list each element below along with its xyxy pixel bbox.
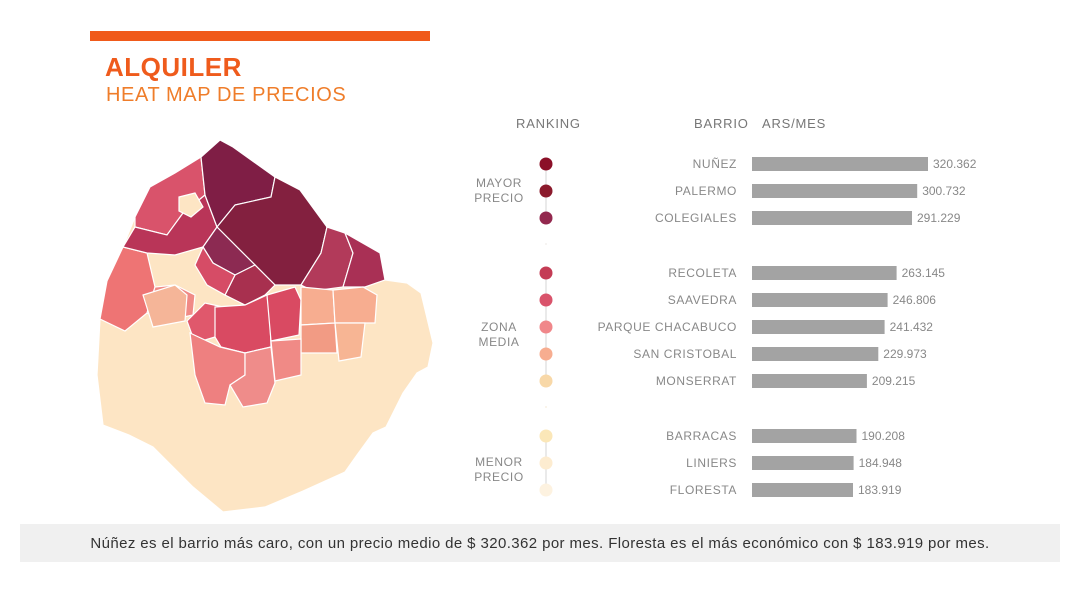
bar-value-label: 241.432 <box>890 320 934 334</box>
bar-category-label: PALERMO <box>675 184 737 198</box>
bar <box>752 320 885 334</box>
bar <box>752 266 897 280</box>
accent-bar <box>90 31 430 41</box>
bar <box>752 374 867 388</box>
bar-value-label: 183.919 <box>858 483 902 497</box>
group-label-high: MAYOR PRECIO <box>474 176 524 205</box>
heat-map <box>96 139 434 513</box>
bar-category-label: BARRACAS <box>666 429 737 443</box>
rank-spacer-0 <box>545 243 547 245</box>
bar-value-label: 184.948 <box>859 456 903 470</box>
column-unit: ARS/MES <box>762 116 827 131</box>
bar <box>752 184 918 198</box>
rank-dot <box>539 456 553 470</box>
summary-text: Núñez es el barrio más caro, con un prec… <box>90 534 990 552</box>
rank-dot <box>539 293 553 307</box>
bar <box>752 347 879 361</box>
bar-category-label: SAAVEDRA <box>668 293 737 307</box>
bar-category-label: LINIERS <box>686 456 737 470</box>
group-label-low: MENOR PRECIO <box>474 455 524 484</box>
rank-dot <box>539 320 553 334</box>
rank-dot <box>539 184 553 198</box>
bar-value-label: 209.215 <box>872 374 916 388</box>
bar-category-label: RECOLETA <box>668 266 737 280</box>
rank-dot <box>539 483 553 497</box>
rank-dot <box>539 374 553 388</box>
bar-category-label: NUÑEZ <box>693 157 737 171</box>
bar-category-label: COLEGIALES <box>655 211 737 225</box>
group-label-mid: ZONA MEDIA <box>478 320 520 349</box>
rank-spacer-1 <box>545 406 547 408</box>
bar-value-label: 263.145 <box>902 266 946 280</box>
column-ranking: RANKING <box>516 116 581 131</box>
bar-category-label: FLORESTA <box>670 483 737 497</box>
bar-value-label: 190.208 <box>862 429 906 443</box>
column-barrio: BARRIO <box>694 116 749 131</box>
bar-category-label: SAN CRISTOBAL <box>633 347 737 361</box>
map-region-parque-patricios <box>229 346 276 408</box>
rank-dot <box>539 211 553 225</box>
bar <box>752 429 857 443</box>
bar-value-label: 246.806 <box>893 293 937 307</box>
bar-value-label: 291.229 <box>917 211 961 225</box>
map-region-beige-north <box>178 192 204 218</box>
bar-value-label: 229.973 <box>883 347 927 361</box>
map-region-villa-luro <box>142 284 188 328</box>
page-title: ALQUILER <box>105 52 242 82</box>
bar <box>752 456 854 470</box>
bar-value-label: 300.732 <box>922 184 966 198</box>
map-region-retiro <box>342 231 386 288</box>
bar <box>752 211 912 225</box>
map-region-san-nicolas <box>332 286 378 324</box>
map-region-west <box>99 246 156 332</box>
bar <box>752 293 888 307</box>
bar <box>752 157 928 171</box>
bar-category-label: PARQUE CHACABUCO <box>598 320 737 334</box>
rank-dot <box>539 266 553 280</box>
ranking-bar-chart: NUÑEZ 320.362 PALERMO 300.732 COLEGIALES 291.… <box>539 157 977 497</box>
bar-value-label: 320.362 <box>933 157 977 171</box>
page-subtitle: HEAT MAP DE PRECIOS <box>106 84 347 106</box>
rank-dot <box>539 429 553 443</box>
map-region-almagro <box>266 286 302 342</box>
map-region-monserrat <box>334 322 366 362</box>
rank-dot <box>539 347 553 361</box>
bar <box>752 483 853 497</box>
bar-category-label: MONSERRAT <box>656 374 737 388</box>
rank-dot <box>539 157 553 171</box>
map-region-agronomia <box>194 245 236 296</box>
summary-footer: Núñez es el barrio más caro, con un prec… <box>20 524 1060 562</box>
